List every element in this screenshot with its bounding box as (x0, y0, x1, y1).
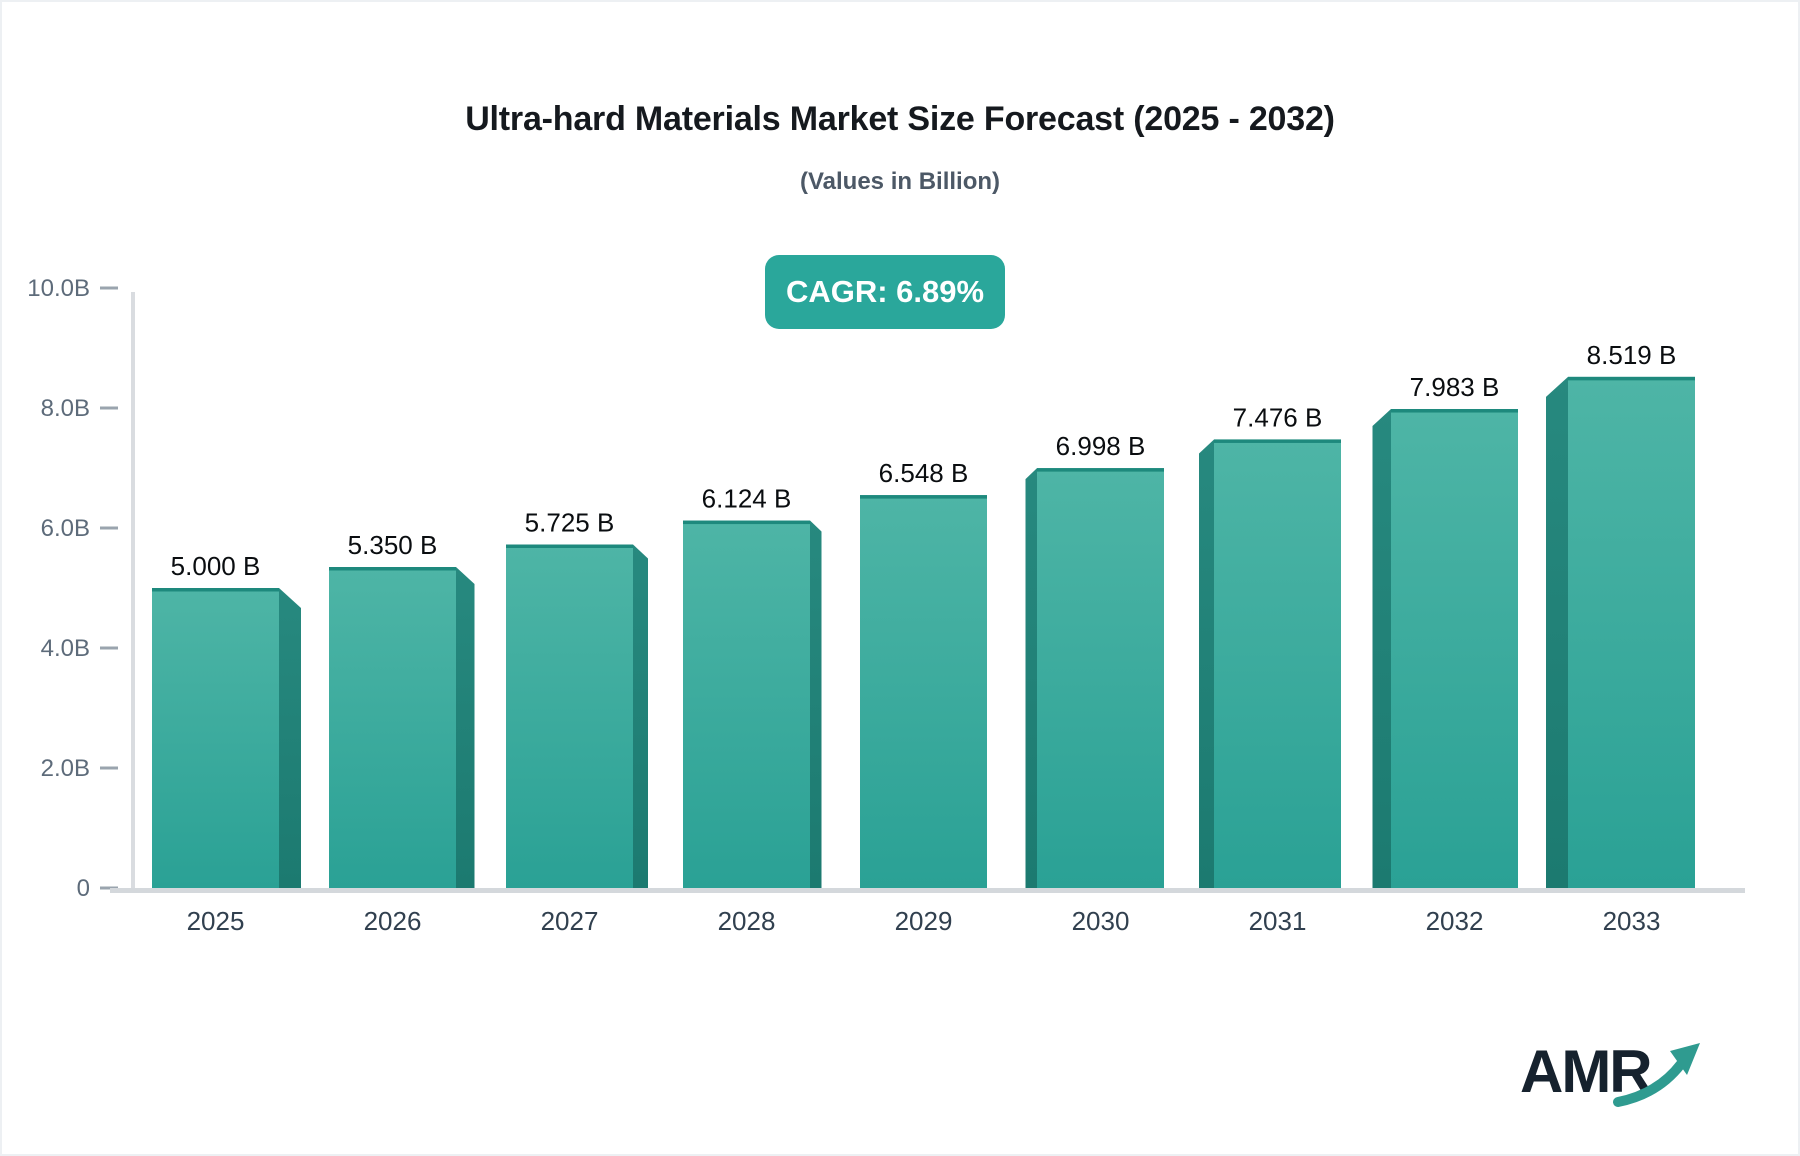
bar-value-label-2028: 6.124 B (702, 484, 792, 514)
x-axis-label-2027: 2027 (541, 906, 599, 936)
bar-value-label-2030: 6.998 B (1056, 431, 1146, 461)
bar-value-label-2031: 7.476 B (1233, 402, 1323, 432)
bar-top-edge-2031 (1214, 439, 1341, 443)
y-tick-label: 4.0B (41, 635, 90, 662)
bar-value-label-2032: 7.983 B (1410, 372, 1500, 402)
bar-side-2027 (633, 544, 648, 888)
bar-2032 (1391, 409, 1518, 888)
bar-value-label-2026: 5.350 B (348, 530, 438, 560)
y-tick-label: 8.0B (41, 395, 90, 422)
bar-2029 (860, 495, 987, 888)
bar-2031 (1214, 439, 1341, 888)
bar-top-edge-2028 (683, 520, 810, 525)
x-axis-label-2033: 2033 (1603, 906, 1661, 936)
cagr-badge: CAGR: 6.89% (765, 255, 1005, 329)
bar-value-label-2025: 5.000 B (171, 551, 261, 581)
x-axis-label-2029: 2029 (895, 906, 953, 936)
x-axis-label-2025: 2025 (187, 906, 245, 936)
bar-side-2026 (456, 567, 475, 888)
bar-top-edge-2030 (1037, 468, 1164, 472)
x-axis-label-2032: 2032 (1426, 906, 1484, 936)
y-tick-label: 10.0B (27, 275, 90, 302)
bar-value-label-2029: 6.548 B (879, 458, 969, 488)
bar-top-edge-2026 (329, 567, 456, 571)
x-axis-label-2030: 2030 (1072, 906, 1130, 936)
bar-value-label-2033: 8.519 B (1587, 340, 1677, 370)
y-tick-label: 6.0B (41, 515, 90, 542)
bar-2030 (1037, 468, 1164, 888)
bar-top-edge-2029 (860, 495, 987, 499)
bar-2025 (152, 588, 279, 888)
x-axis-label-2026: 2026 (364, 906, 422, 936)
x-axis-label-2028: 2028 (718, 906, 776, 936)
amr-logo-arrow-icon (1613, 1059, 1686, 1107)
bar-top-edge-2033 (1568, 376, 1695, 381)
bar-side-2025 (279, 588, 301, 888)
bar-top-edge-2032 (1391, 409, 1518, 413)
bar-side-2031 (1199, 439, 1214, 888)
amr-logo: AMR (1520, 1038, 1700, 1107)
y-tick-label: 2.0B (41, 755, 90, 782)
bar-2028 (683, 520, 810, 888)
bar-side-2028 (810, 520, 822, 888)
bar-top-edge-2027 (506, 544, 633, 548)
bar-top-edge-2025 (152, 588, 279, 592)
amr-logo-arrowhead-icon (1670, 1043, 1700, 1075)
chart-title: Ultra-hard Materials Market Size Forecas… (465, 100, 1335, 138)
bar-side-2032 (1372, 409, 1391, 888)
bar-2027 (506, 544, 633, 888)
bar-side-2030 (1025, 468, 1037, 888)
y-tick-label: 0 (77, 875, 90, 902)
bar-side-2033 (1546, 376, 1568, 888)
x-axis-label-2031: 2031 (1249, 906, 1307, 936)
bar-2033 (1568, 376, 1695, 888)
bar-2026 (329, 567, 456, 888)
chart-subtitle: (Values in Billion) (799, 168, 1001, 195)
bar-value-label-2027: 5.725 B (525, 508, 615, 538)
